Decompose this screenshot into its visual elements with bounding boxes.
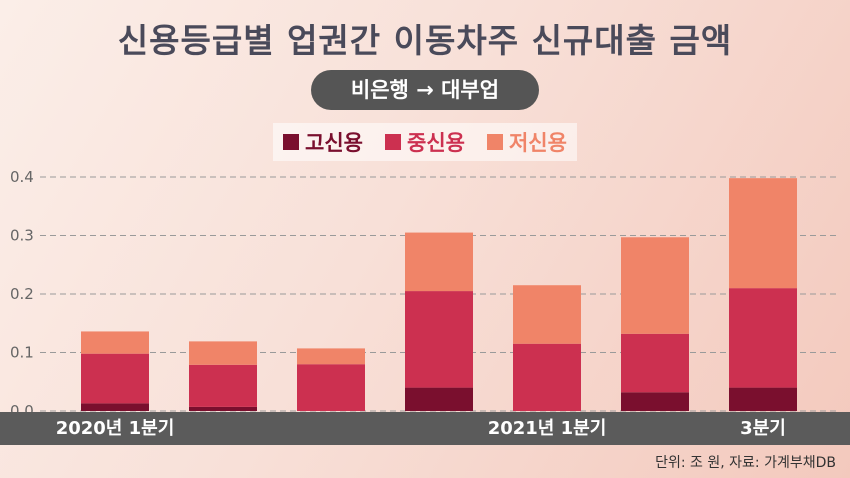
- y-tick-label: 0.4: [10, 168, 34, 186]
- bar-segment-high: [405, 387, 473, 411]
- bar-segment-high: [189, 406, 257, 411]
- legend-item-high: 고신용: [283, 127, 363, 157]
- legend: 고신용 중신용 저신용: [0, 123, 850, 161]
- x-tick-label: 2020년 1분기: [55, 418, 175, 439]
- legend-swatch-high: [283, 134, 300, 150]
- source-note: 단위: 조 원, 자료: 가계부채DB: [655, 455, 836, 471]
- bar-segment-low: [405, 232, 473, 292]
- legend-item-low: 저신용: [486, 127, 567, 157]
- bar-segment-low: [297, 348, 365, 365]
- bar-segment-low: [621, 237, 689, 334]
- bar-segment-high: [729, 387, 797, 411]
- bar-segment-mid: [405, 291, 473, 388]
- chart-title: 신용등급별 업권간 이동차주 신규대출 금액: [117, 21, 733, 60]
- x-axis-bar: [0, 412, 850, 445]
- bar-segment-low: [189, 341, 257, 365]
- bar-segment-mid: [513, 343, 581, 411]
- bar-segment-mid: [81, 353, 149, 404]
- y-tick-label: 0.2: [10, 285, 34, 303]
- legend-swatch-mid: [385, 134, 402, 150]
- legend-label-mid: 중신용: [407, 131, 465, 155]
- legend-label-high: 고신용: [305, 131, 364, 155]
- legend-label-low: 저신용: [508, 131, 567, 155]
- bar-segment-low: [81, 331, 149, 354]
- bar-segment-mid: [297, 364, 365, 411]
- bar-segment-mid: [189, 364, 257, 407]
- bar-segment-high: [621, 392, 689, 411]
- bar-segment-low: [513, 285, 581, 344]
- bar-segment-low: [729, 178, 797, 289]
- x-tick-label: 3분기: [740, 418, 786, 439]
- bar-segment-mid: [621, 333, 689, 393]
- bar-segment-mid: [729, 288, 797, 388]
- y-tick-label: 0.1: [10, 344, 34, 362]
- x-tick-label: 2021년 1분기: [487, 418, 607, 439]
- bar-segment-high: [81, 403, 149, 411]
- y-tick-label: 0.3: [10, 227, 34, 245]
- subtitle-pill: 비은행 → 대부업: [311, 70, 539, 110]
- legend-swatch-low: [486, 134, 503, 150]
- legend-item-mid: 중신용: [385, 127, 465, 157]
